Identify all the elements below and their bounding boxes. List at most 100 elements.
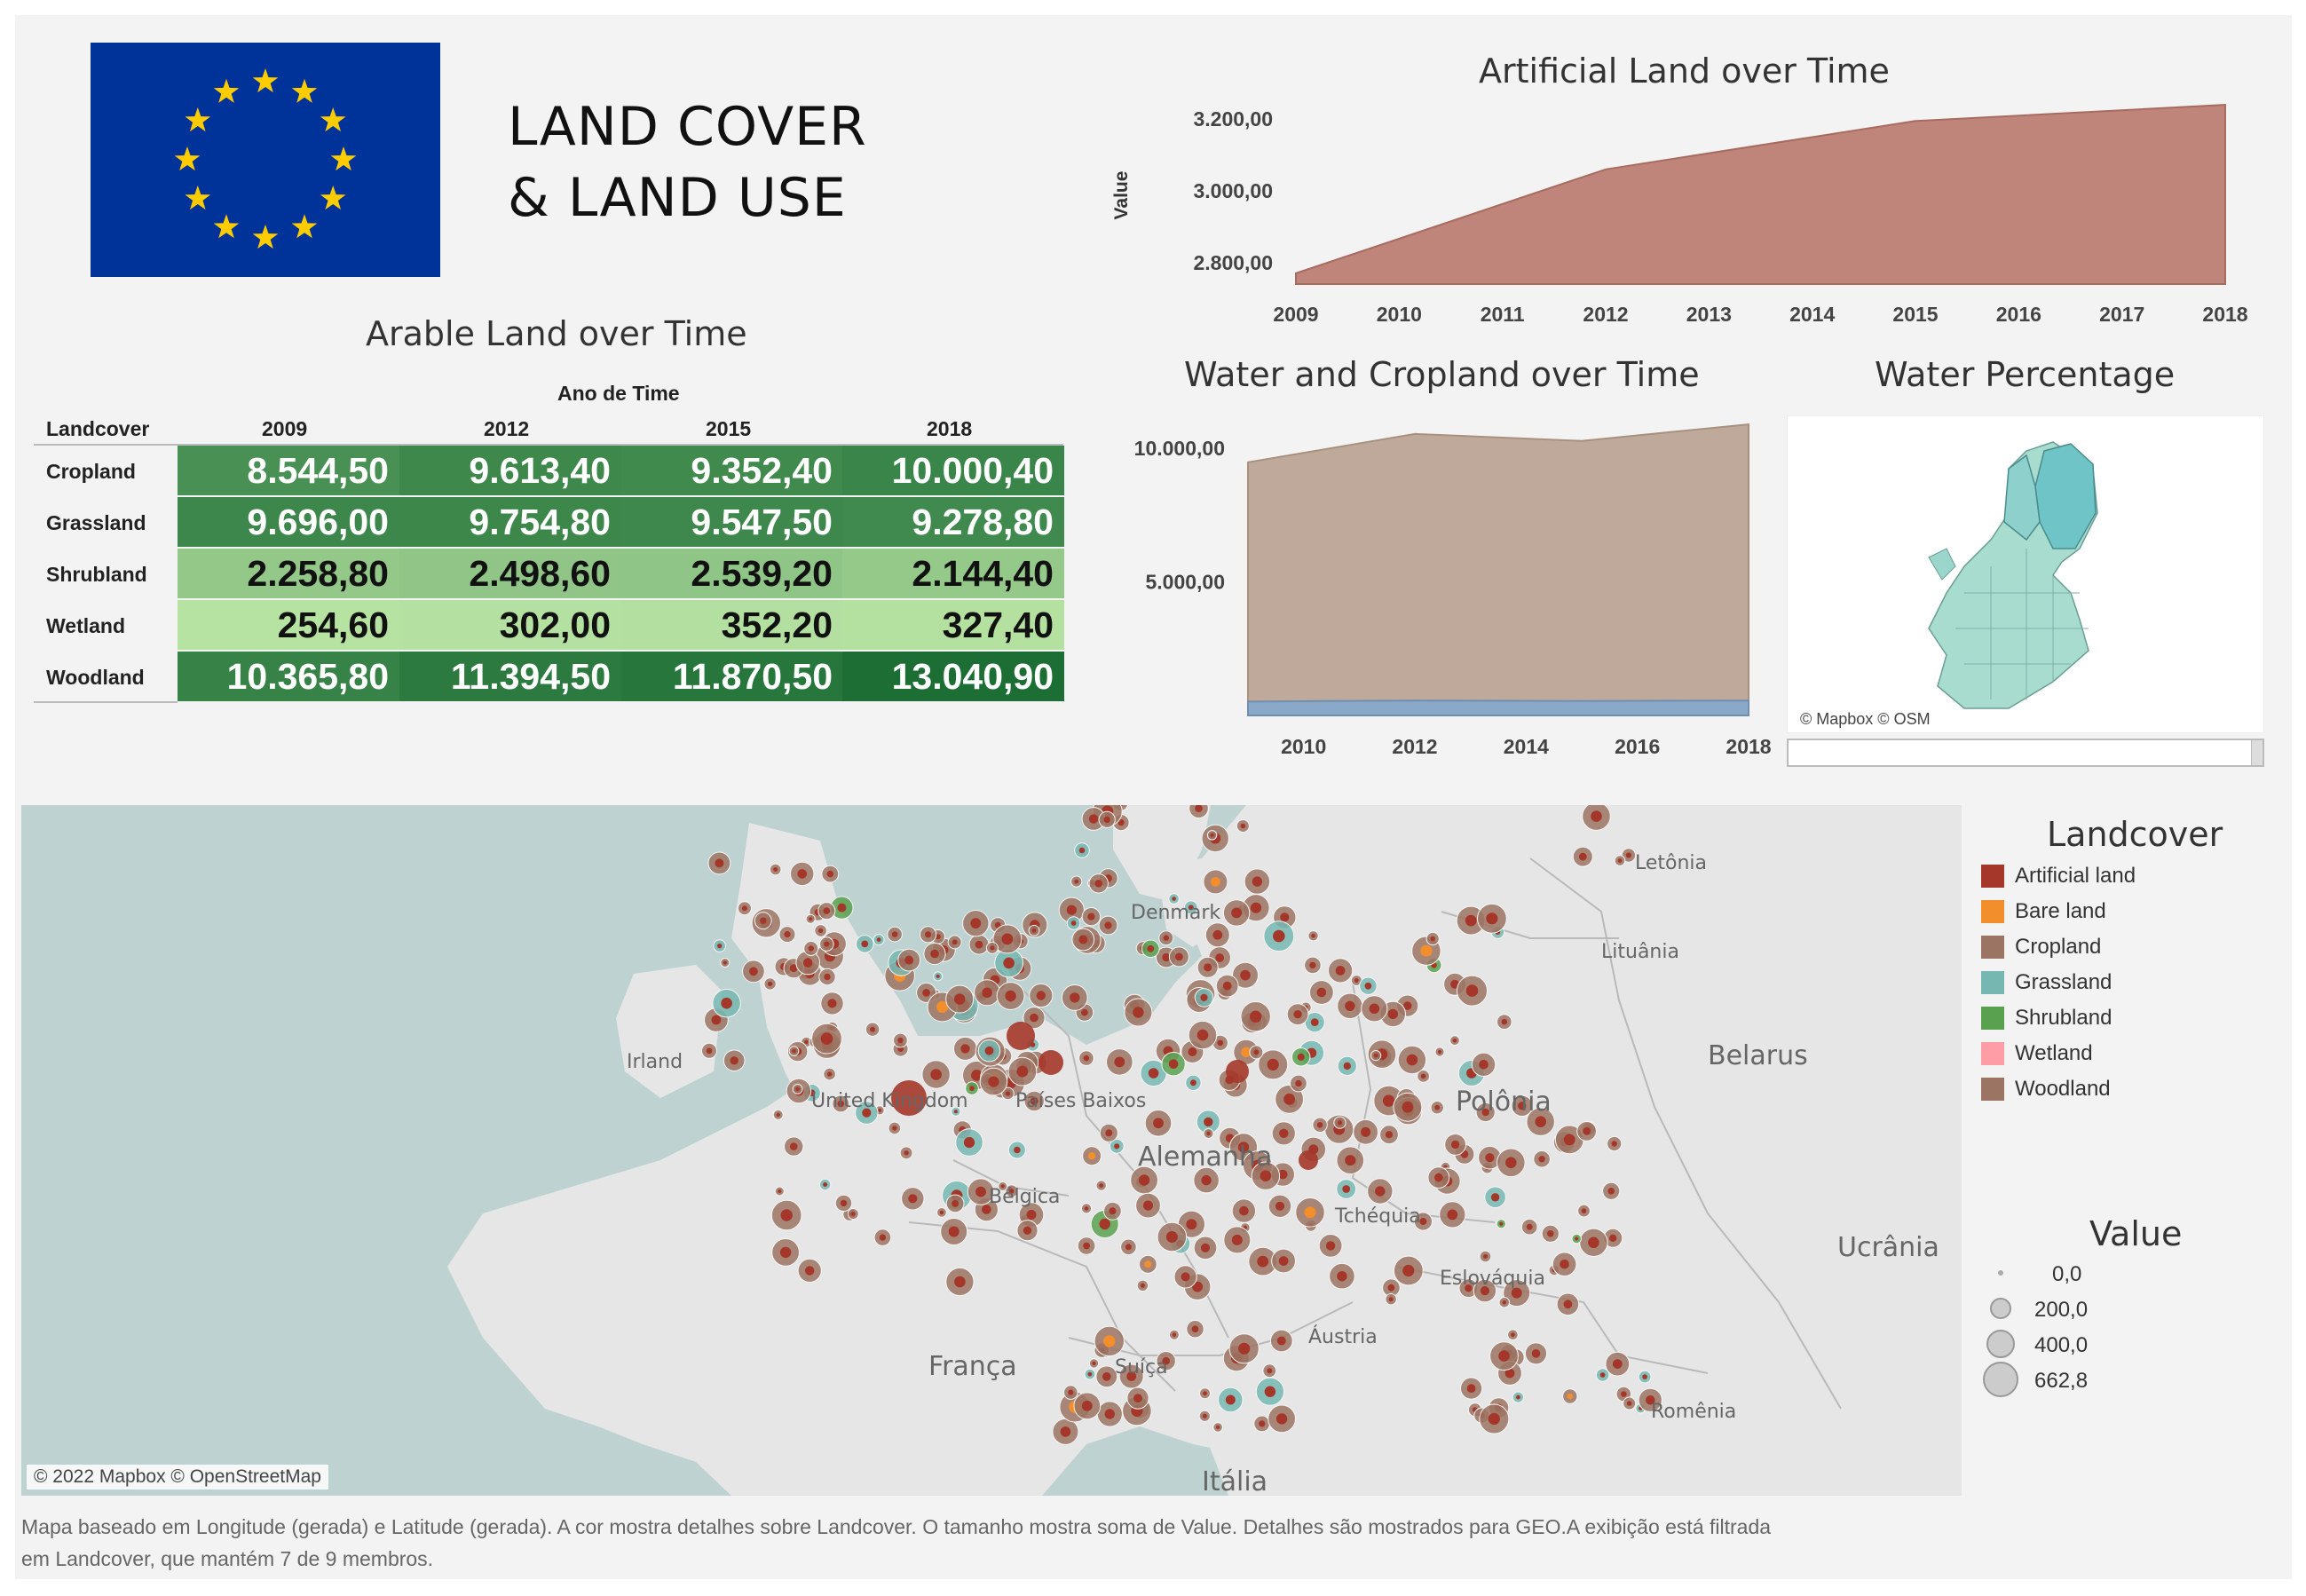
map-point-core xyxy=(1406,1054,1418,1066)
x-tick-label: 2018 xyxy=(2202,303,2247,326)
x-tick-label: 2009 xyxy=(1273,303,1318,326)
map-point-large xyxy=(1038,1050,1063,1075)
size-legend-label: 0,0 xyxy=(2052,1262,2082,1286)
map-point-core xyxy=(982,1205,991,1214)
x-tick-label: 2012 xyxy=(1392,735,1437,758)
map-slider-handle[interactable] xyxy=(2251,740,2263,765)
table-cell[interactable]: 2.258,80 xyxy=(178,549,399,598)
artificial-area-chart[interactable]: 2.800,00 3.000,00 3.200,00 2009 2010 2011 2012… xyxy=(1101,98,2272,337)
legend-item-label[interactable]: Artificial land xyxy=(2015,864,2136,888)
map-point-core xyxy=(1364,982,1372,990)
map-point-core xyxy=(1434,1173,1443,1182)
y-tick-label: 10.000,00 xyxy=(1134,437,1225,460)
water-percentage-map[interactable] xyxy=(1787,415,2264,733)
table-cell[interactable]: 302,00 xyxy=(399,600,621,650)
table-cell[interactable]: 10.365,80 xyxy=(178,652,399,701)
table-cell[interactable]: 352,20 xyxy=(621,600,843,650)
map-label-romania: Romênia xyxy=(1651,1401,1736,1423)
map-point-core xyxy=(1175,952,1183,961)
map-point-core xyxy=(930,949,939,959)
map-point-core xyxy=(767,981,773,987)
column-group-header: Ano de Time xyxy=(557,382,680,405)
map-point-core xyxy=(1275,1413,1288,1425)
map-point-core xyxy=(1066,905,1077,915)
table-cell[interactable]: 8.544,50 xyxy=(178,446,399,495)
map-point-core xyxy=(1008,1189,1015,1194)
map-label-france: França xyxy=(928,1351,1017,1382)
map-point-core xyxy=(1068,1389,1074,1395)
map-point-core xyxy=(1293,1010,1302,1019)
map-point-core xyxy=(879,1234,887,1241)
table-cell[interactable]: 9.278,80 xyxy=(842,497,1064,547)
star-icon xyxy=(291,214,318,239)
legend-item-label[interactable]: Woodland xyxy=(2015,1077,2111,1101)
table-cell[interactable]: 2.498,60 xyxy=(399,549,621,598)
table-cell[interactable]: 327,40 xyxy=(842,600,1064,650)
table-cell[interactable]: 9.352,40 xyxy=(621,446,843,495)
water-crop-chart-title: Water and Cropland over Time xyxy=(1184,355,1700,394)
table-cell[interactable]: 254,60 xyxy=(178,600,399,650)
map-point-core xyxy=(824,941,830,947)
table-cell[interactable]: 13.040,90 xyxy=(842,652,1064,701)
map-label-germany: Alemanha xyxy=(1138,1142,1272,1173)
table-cell[interactable]: 9.547,50 xyxy=(621,497,843,547)
landcover-map[interactable]: Denmark Letônia Lituânia Belarus Polônia… xyxy=(21,805,1962,1496)
map-point-core xyxy=(922,989,930,997)
map-point-core xyxy=(1479,1060,1489,1070)
water-cropland-area-chart[interactable]: 5.000,00 10.000,00 2010 2012 2014 2016 2018 xyxy=(1101,408,1775,763)
table-cell[interactable]: 2.539,20 xyxy=(621,549,843,598)
map-label-ukraine: Ucrânia xyxy=(1837,1232,1939,1263)
map-point-core xyxy=(1621,1391,1627,1397)
map-slider[interactable] xyxy=(1787,739,2264,767)
legend-title: Landcover xyxy=(2047,815,2223,854)
map-point-core xyxy=(805,1266,815,1276)
table-cell[interactable]: 9.696,00 xyxy=(178,497,399,547)
map-point-core xyxy=(1342,1185,1351,1193)
legend-item-label[interactable]: Bare land xyxy=(2015,899,2106,923)
map-point-core xyxy=(975,1186,986,1197)
legend-item-label[interactable]: Grassland xyxy=(2015,970,2113,994)
map-point-core xyxy=(1087,913,1095,920)
map-point-core xyxy=(1081,1008,1088,1016)
map-point-core xyxy=(1387,1284,1395,1292)
artificial-area xyxy=(1295,104,2226,285)
main-map-attribution: © 2022 Mapbox © OpenStreetMap xyxy=(27,1465,328,1489)
map-point-core xyxy=(1516,1395,1520,1400)
legend-swatch xyxy=(1981,1007,2004,1030)
map-point-core xyxy=(850,1212,856,1216)
table-cell[interactable]: 11.394,50 xyxy=(399,652,621,701)
star-icon xyxy=(252,68,279,93)
map-point-core xyxy=(809,917,813,921)
table-cell[interactable]: 9.754,80 xyxy=(399,497,621,547)
map-point-core xyxy=(891,931,898,937)
map-point-core xyxy=(1361,1126,1371,1137)
table-cell[interactable]: 2.144,40 xyxy=(842,549,1064,598)
map-point-core xyxy=(1250,1010,1262,1023)
map-point-core xyxy=(1434,1104,1441,1110)
table-cell[interactable]: 11.870,50 xyxy=(621,652,843,701)
legend-swatch xyxy=(1981,971,2004,994)
map-point-core xyxy=(1147,944,1155,952)
map-point-core xyxy=(789,964,798,973)
legend-item-label[interactable]: Wetland xyxy=(2015,1041,2093,1065)
map-point-core xyxy=(1238,1342,1251,1355)
map-point-core xyxy=(1083,1055,1090,1062)
table-cell[interactable]: 10.000,40 xyxy=(842,446,1064,495)
x-tick-label: 2016 xyxy=(1615,735,1660,758)
map-label-switzerland: Suíça xyxy=(1115,1356,1168,1379)
map-point-core xyxy=(960,1044,970,1054)
legend-item-label[interactable]: Shrubland xyxy=(2015,1006,2113,1030)
map-point-core xyxy=(784,931,791,938)
map-point-core xyxy=(1504,1368,1515,1379)
year-column-header: 2018 xyxy=(927,417,973,440)
map-point-core xyxy=(1211,877,1220,887)
map-point-core xyxy=(1264,1386,1276,1397)
map-point-core xyxy=(1450,979,1460,989)
map-point-core xyxy=(1250,902,1262,913)
table-cell[interactable]: 9.613,40 xyxy=(399,446,621,495)
map-point-core xyxy=(1241,1047,1252,1057)
map-point-core xyxy=(1117,818,1125,826)
legend-item-label[interactable]: Cropland xyxy=(2015,935,2102,959)
map-point-core xyxy=(1609,1234,1617,1242)
map-point-core xyxy=(1260,1170,1272,1181)
